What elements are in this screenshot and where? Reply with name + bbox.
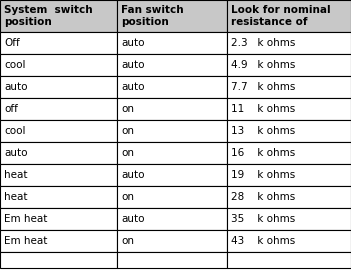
Text: on: on [121, 236, 134, 246]
Bar [0, 54, 117, 76]
Text: Look for nominal
resistance of: Look for nominal resistance of [231, 5, 331, 27]
Text: cool: cool [4, 126, 26, 136]
Bar [117, 54, 227, 76]
Bar [227, 0, 351, 32]
Bar [0, 76, 117, 98]
Bar [117, 120, 227, 142]
Text: heat: heat [4, 192, 27, 202]
Text: cool: cool [4, 60, 26, 70]
Text: auto: auto [4, 148, 27, 158]
Text: auto: auto [121, 38, 145, 48]
Text: 16    k ohms: 16 k ohms [231, 148, 295, 158]
Text: 28    k ohms: 28 k ohms [231, 192, 295, 202]
Text: 11    k ohms: 11 k ohms [231, 104, 295, 114]
Bar [0, 120, 117, 142]
Bar [117, 76, 227, 98]
Text: Fan switch
position: Fan switch position [121, 5, 184, 27]
Text: 7.7   k ohms: 7.7 k ohms [231, 82, 296, 92]
Text: on: on [121, 148, 134, 158]
Text: Em heat: Em heat [4, 214, 47, 224]
Bar [0, 186, 117, 208]
Bar [0, 142, 117, 164]
Bar [227, 120, 351, 142]
Bar [227, 142, 351, 164]
Text: Off: Off [4, 38, 20, 48]
Bar [227, 208, 351, 230]
Text: off: off [4, 104, 18, 114]
Text: Em heat: Em heat [4, 236, 47, 246]
Text: auto: auto [121, 170, 145, 180]
Bar [227, 54, 351, 76]
Bar [117, 208, 227, 230]
Bar [227, 230, 351, 252]
Bar [227, 186, 351, 208]
Bar [227, 32, 351, 54]
Bar [227, 98, 351, 120]
Bar [227, 164, 351, 186]
Bar [0, 0, 117, 32]
Bar [0, 252, 117, 268]
Bar [117, 164, 227, 186]
Text: 2.3   k ohms: 2.3 k ohms [231, 38, 296, 48]
Bar [117, 32, 227, 54]
Text: 13    k ohms: 13 k ohms [231, 126, 295, 136]
Bar [117, 0, 227, 32]
Text: heat: heat [4, 170, 27, 180]
Text: auto: auto [121, 82, 145, 92]
Bar [227, 252, 351, 268]
Text: System  switch
position: System switch position [4, 5, 93, 27]
Text: on: on [121, 104, 134, 114]
Bar [0, 208, 117, 230]
Bar [0, 32, 117, 54]
Bar [117, 142, 227, 164]
Bar [117, 230, 227, 252]
Bar [0, 230, 117, 252]
Bar [0, 164, 117, 186]
Bar [227, 76, 351, 98]
Bar [117, 186, 227, 208]
Text: 35    k ohms: 35 k ohms [231, 214, 295, 224]
Bar [117, 252, 227, 268]
Text: 43    k ohms: 43 k ohms [231, 236, 295, 246]
Text: 19    k ohms: 19 k ohms [231, 170, 295, 180]
Text: auto: auto [121, 214, 145, 224]
Text: 4.9   k ohms: 4.9 k ohms [231, 60, 296, 70]
Text: auto: auto [4, 82, 27, 92]
Text: auto: auto [121, 60, 145, 70]
Bar [117, 98, 227, 120]
Bar [0, 98, 117, 120]
Text: on: on [121, 192, 134, 202]
Text: on: on [121, 126, 134, 136]
